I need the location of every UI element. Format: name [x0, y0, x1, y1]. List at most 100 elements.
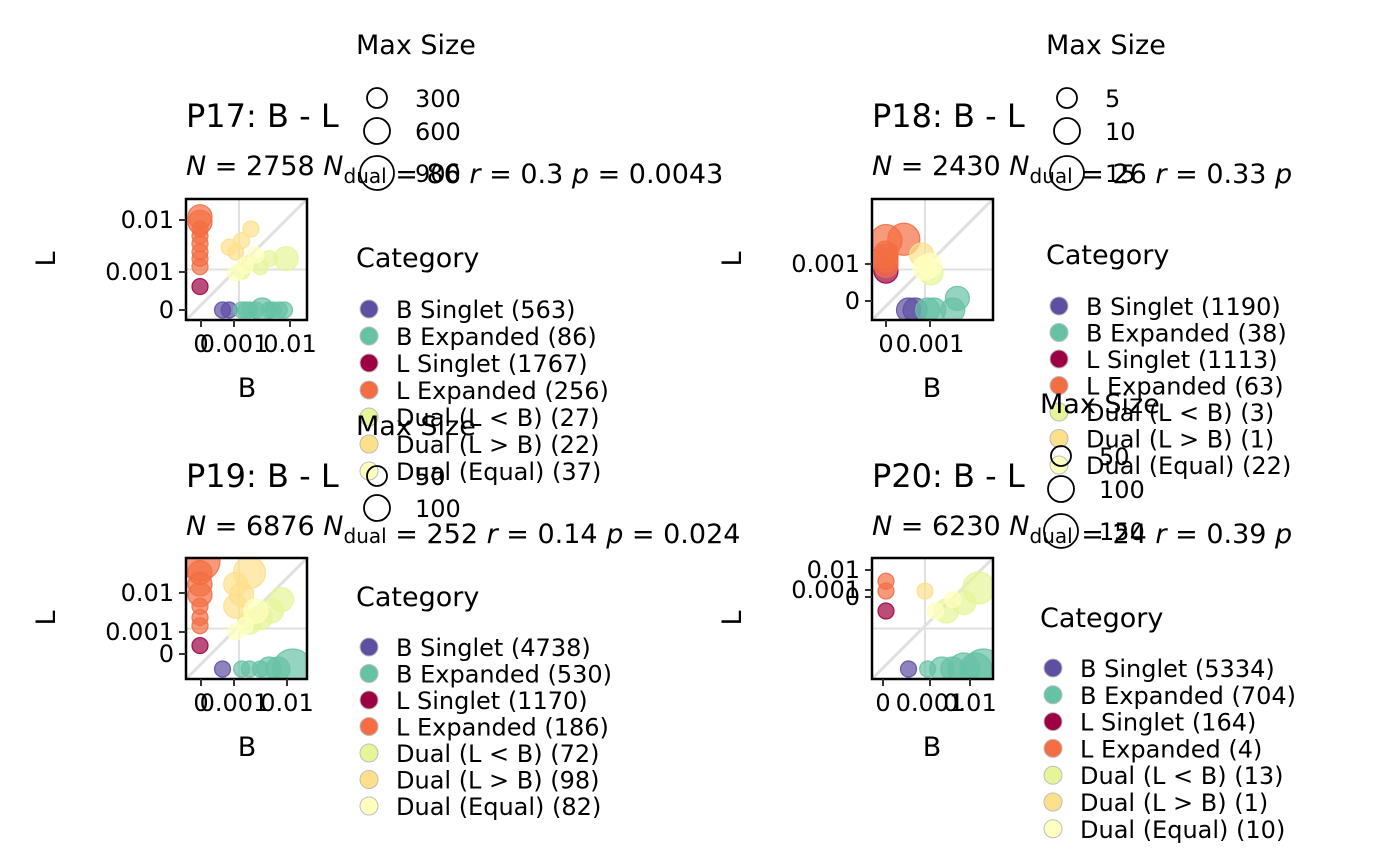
- legend-swatch: [359, 353, 379, 373]
- plot-area: [186, 558, 307, 679]
- legend-swatch: [359, 664, 379, 683]
- legend-swatch: [1043, 685, 1063, 705]
- x-axis-label: B: [238, 373, 257, 404]
- legend-swatch: [1049, 323, 1069, 342]
- y-tick-label: 0.01: [807, 556, 860, 584]
- legend-label: B Singlet (1190): [1086, 293, 1281, 321]
- legend-label: Dual (Equal) (37): [396, 458, 601, 486]
- y-tick-label: 0: [845, 287, 860, 315]
- legend-label: B Expanded (86): [396, 323, 597, 351]
- x-tick-label: 0.01: [260, 689, 313, 717]
- legend-label: Dual (L < B) (27): [396, 404, 600, 432]
- size-legend-circle: [1050, 445, 1072, 467]
- x-tick-label: 0: [875, 689, 890, 717]
- plot-frame: [870, 197, 995, 322]
- size-legend-circle: [1047, 475, 1075, 503]
- legend-label: B Singlet (4738): [396, 634, 591, 662]
- legend-label: B Expanded (704): [1080, 682, 1296, 710]
- legend-label: Dual (L < B) (72): [396, 740, 600, 768]
- legend-swatch: [359, 637, 379, 657]
- size-legend-label: 900: [415, 160, 461, 188]
- legend-label: Dual (L > B) (1): [1086, 426, 1274, 454]
- panel-title: P19: B - L: [186, 457, 339, 495]
- legend-swatch: [359, 770, 379, 789]
- data-point: [220, 238, 238, 256]
- category-legend-title: Category: [1046, 240, 1169, 271]
- legend-label: L Expanded (4): [1080, 735, 1262, 763]
- plot-frame: [870, 556, 995, 681]
- panel-stats: N = 2430 Ndual = 26 r = 0.33 p: [872, 151, 1292, 190]
- data-point: [962, 648, 993, 679]
- y-axis-label: L: [31, 610, 62, 625]
- x-axis-label: B: [238, 732, 257, 763]
- y-tick-label: 0.001: [105, 258, 174, 286]
- legend-swatch: [1049, 376, 1069, 395]
- x-tick-label: 0.01: [943, 689, 996, 717]
- x-tick-label: 0.001: [200, 689, 269, 717]
- size-legend-label: 15: [1105, 160, 1136, 188]
- size-legend-label: 10: [1105, 118, 1136, 146]
- size-legend-circle: [1049, 155, 1085, 191]
- y-tick-label: 0.001: [105, 618, 174, 646]
- legend-label: L Singlet (1113): [1086, 346, 1278, 374]
- size-legend-label: 100: [415, 495, 461, 523]
- size-legend-label: 100: [1099, 476, 1145, 504]
- data-point: [268, 586, 295, 613]
- y-tick-label: 0: [159, 640, 174, 668]
- panel-stats: N = 6230 Ndual = 24 r = 0.39 p: [872, 511, 1292, 550]
- size-legend-circle: [363, 494, 391, 522]
- legend-swatch: [1043, 792, 1063, 812]
- legend-swatch: [1043, 712, 1063, 732]
- x-tick-label: 0.001: [896, 689, 965, 717]
- data-point: [926, 602, 945, 620]
- size-legend-label: 600: [415, 118, 461, 146]
- y-axis-label: L: [31, 251, 62, 266]
- data-point: [273, 245, 299, 272]
- x-tick-label: 0: [193, 330, 208, 358]
- data-point: [236, 256, 254, 275]
- data-point: [186, 558, 221, 582]
- x-tick-label: 0.001: [896, 330, 965, 358]
- data-point: [243, 598, 269, 624]
- legend-swatch: [1043, 738, 1063, 758]
- legend-swatch: [1043, 819, 1063, 839]
- legend-label: B Expanded (38): [1086, 320, 1287, 348]
- legend-label: B Singlet (563): [396, 296, 575, 324]
- data-point: [916, 582, 934, 600]
- x-tick-label: 0.01: [263, 330, 316, 358]
- size-legend-circle: [366, 465, 388, 487]
- data-point: [272, 648, 307, 679]
- panel-p20: P20: B - L N = 6230 Ndual = 24 r = 0.39 p…: [717, 389, 1296, 844]
- panel-title: P18: B - L: [872, 97, 1025, 135]
- legend-swatch: [359, 717, 379, 736]
- size-legend-circle: [363, 117, 391, 145]
- panel-stats: N = 6876 Ndual = 252 r = 0.14 p = 0.024: [186, 511, 740, 550]
- y-tick-label: 0.01: [121, 206, 174, 234]
- legend-swatch: [1049, 349, 1069, 369]
- size-legend-circle: [1056, 87, 1078, 109]
- size-legend-circle: [1053, 117, 1081, 145]
- x-axis-label: B: [923, 373, 942, 404]
- size-legend-title: Max Size: [1046, 30, 1166, 61]
- x-tick-label: 0: [878, 330, 893, 358]
- legend-swatch: [1049, 402, 1069, 422]
- legend-swatch: [359, 434, 379, 454]
- legend-label: L Singlet (164): [1080, 709, 1256, 737]
- panel-p17: P17: B - LN = 2758 Ndual = 86 r = 0.3 p …: [31, 30, 723, 486]
- size-legend-label: 5: [1105, 85, 1120, 113]
- legend-swatch: [359, 380, 379, 400]
- legend-swatch: [1049, 296, 1069, 316]
- data-point: [213, 660, 232, 678]
- plot-area: [872, 199, 993, 320]
- legend-label: B Expanded (530): [396, 661, 612, 689]
- panel-title: P17: B - L: [186, 97, 339, 135]
- legend-label: Dual (L < B) (3): [1086, 399, 1274, 427]
- size-legend-label: 300: [415, 85, 461, 113]
- legend-label: L Expanded (186): [396, 714, 609, 742]
- data-point: [899, 660, 918, 678]
- legend-label: B Singlet (5334): [1080, 655, 1275, 683]
- legend-swatch: [359, 743, 379, 763]
- size-legend-circle: [359, 155, 395, 191]
- size-legend-title: Max Size: [356, 411, 476, 442]
